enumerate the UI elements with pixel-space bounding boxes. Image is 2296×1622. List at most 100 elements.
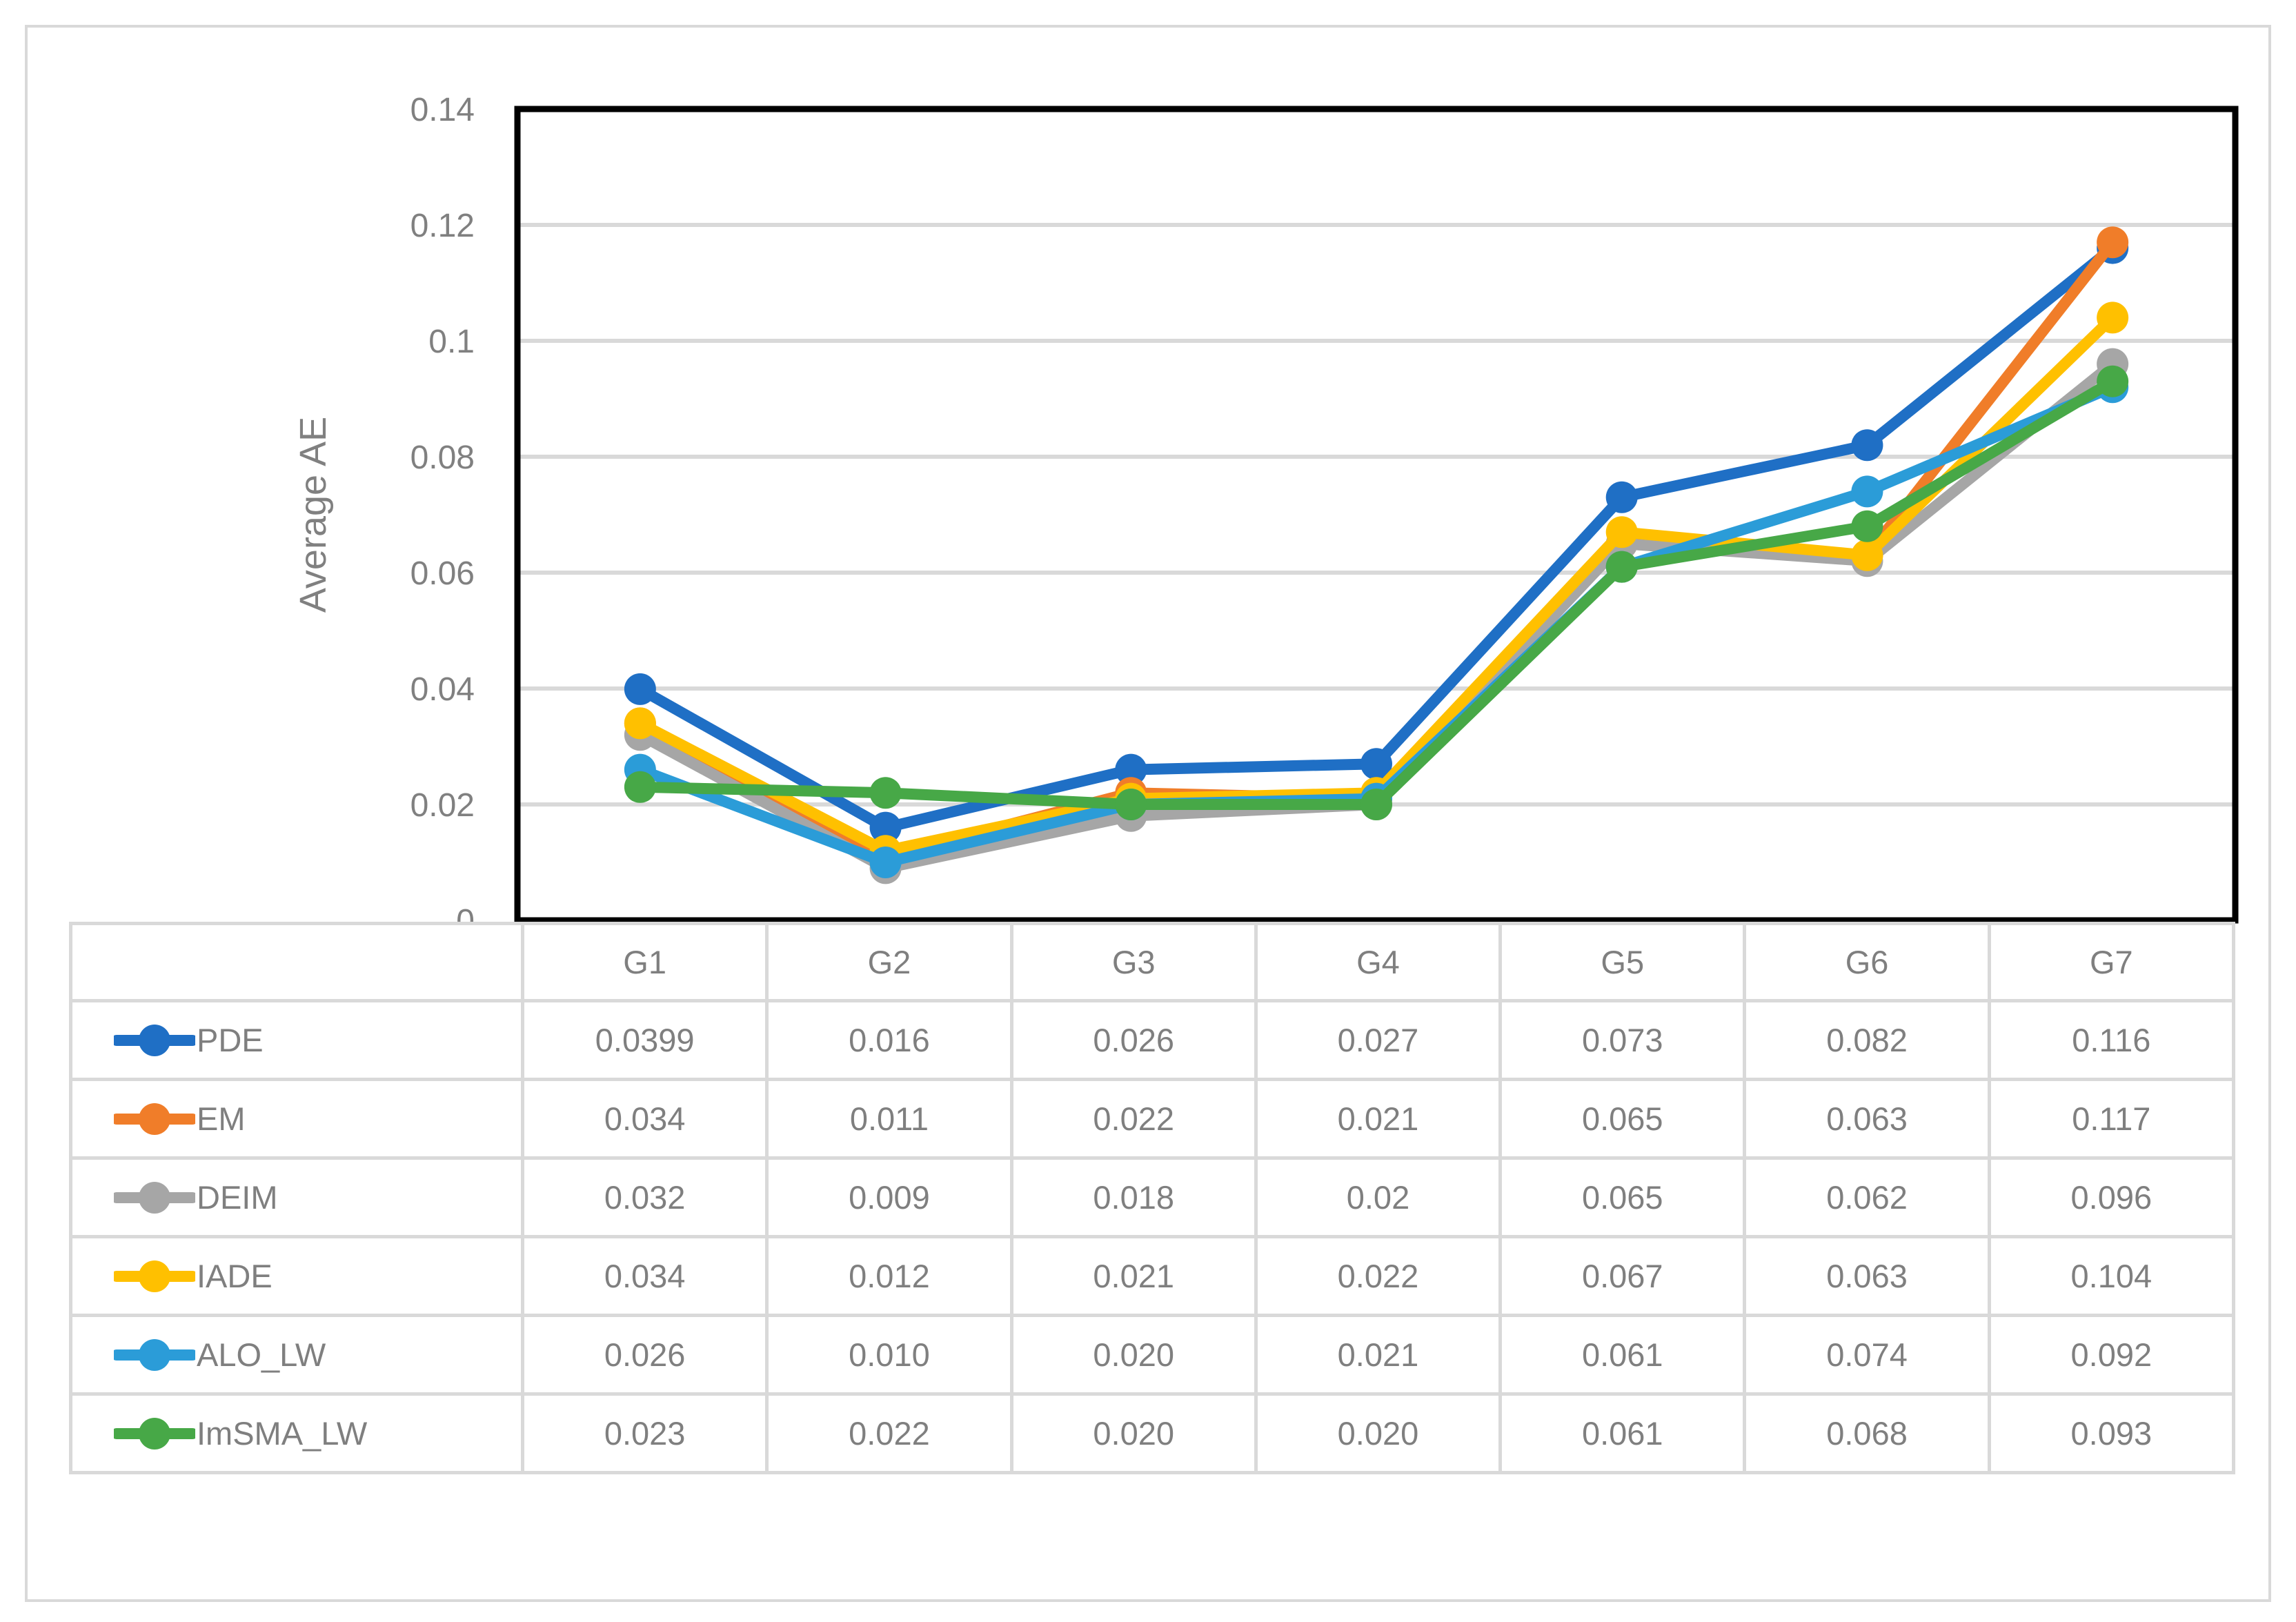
table-body: PDE 0.0399 0.016 0.026 0.027 0.073 0.082 0.116 E… bbox=[69, 999, 2236, 1474]
column-header-G3: G3 bbox=[1009, 922, 1258, 1002]
series-group bbox=[624, 226, 2129, 884]
y-axis-tick-labels: 00.020.040.060.080.10.120.14 bbox=[410, 92, 475, 940]
value-cell: 0.061 bbox=[1498, 1314, 1747, 1396]
value-cell: 0.063 bbox=[1743, 1078, 1991, 1160]
value-cell: 0.020 bbox=[1009, 1392, 1258, 1474]
value-cell: 0.023 bbox=[520, 1392, 769, 1474]
data-point-marker bbox=[1851, 539, 1883, 571]
legend-key: ImSMA_LW bbox=[75, 1413, 519, 1454]
value-cell: 0.061 bbox=[1498, 1392, 1747, 1474]
legend-cell-DEIM: DEIM bbox=[69, 1156, 524, 1238]
legend-cell-EM: EM bbox=[69, 1078, 524, 1160]
value-cell: 0.073 bbox=[1498, 999, 1747, 1081]
value-cell: 0.021 bbox=[1009, 1235, 1258, 1317]
y-tick-label: 0.04 bbox=[410, 671, 475, 708]
value-cell: 0.096 bbox=[1987, 1156, 2236, 1238]
legend-swatch-icon bbox=[114, 1024, 195, 1056]
data-point-marker bbox=[2097, 365, 2129, 397]
plot-area-border bbox=[514, 106, 2239, 924]
y-tick-label: 0.14 bbox=[410, 92, 475, 128]
gridlines bbox=[517, 223, 2235, 807]
data-point-marker bbox=[2097, 226, 2129, 259]
y-tick-label: 0.08 bbox=[410, 439, 475, 476]
data-point-marker bbox=[1851, 475, 1883, 508]
legend-label: IADE bbox=[197, 1258, 273, 1294]
value-cell: 0.067 bbox=[1498, 1235, 1747, 1317]
value-cell: 0.018 bbox=[1009, 1156, 1258, 1238]
series-IADE bbox=[624, 301, 2129, 867]
data-point-marker bbox=[1605, 551, 1638, 583]
table-row-IADE: IADE 0.034 0.012 0.021 0.022 0.067 0.063 0.104 bbox=[69, 1235, 2236, 1317]
data-point-marker bbox=[869, 811, 902, 844]
y-tick-label: 0.1 bbox=[428, 324, 475, 360]
table-header: G1 G2 G3 G4 G5 G6 G7 bbox=[69, 922, 2236, 1002]
value-cell: 0.026 bbox=[1009, 999, 1258, 1081]
legend-swatch-icon bbox=[114, 1338, 195, 1371]
data-point-marker bbox=[624, 673, 656, 705]
series-line bbox=[634, 375, 2119, 810]
legend-cell-ImSMA_LW: ImSMA_LW bbox=[69, 1392, 524, 1474]
value-cell: 0.012 bbox=[765, 1235, 1013, 1317]
value-cell: 0.022 bbox=[1254, 1235, 1503, 1317]
value-cell: 0.068 bbox=[1743, 1392, 1991, 1474]
legend-swatch-icon bbox=[114, 1181, 195, 1214]
value-cell: 0.010 bbox=[765, 1314, 1013, 1396]
legend-header-spacer bbox=[69, 922, 524, 1002]
legend-label: PDE bbox=[197, 1022, 264, 1058]
data-point-marker bbox=[1851, 510, 1883, 542]
y-tick-label: 0.12 bbox=[410, 208, 475, 244]
legend-key: IADE bbox=[75, 1256, 519, 1297]
legend-key: DEIM bbox=[75, 1177, 519, 1218]
value-cell: 0.032 bbox=[520, 1156, 769, 1238]
value-cell: 0.021 bbox=[1254, 1314, 1503, 1396]
value-cell: 0.074 bbox=[1743, 1314, 1991, 1396]
value-cell: 0.027 bbox=[1254, 999, 1503, 1081]
value-cell: 0.016 bbox=[765, 999, 1013, 1081]
column-header-G2: G2 bbox=[765, 922, 1013, 1002]
value-cell: 0.009 bbox=[765, 1156, 1013, 1238]
data-point-marker bbox=[869, 847, 902, 878]
y-tick-label: 0.06 bbox=[410, 555, 475, 592]
value-cell: 0.011 bbox=[765, 1078, 1013, 1160]
data-point-marker bbox=[1605, 516, 1638, 548]
value-cell: 0.062 bbox=[1743, 1156, 1991, 1238]
data-point-marker bbox=[1605, 481, 1638, 513]
table-row-EM: EM 0.034 0.011 0.022 0.021 0.065 0.063 0.117 bbox=[69, 1078, 2236, 1160]
legend-key: EM bbox=[75, 1098, 519, 1140]
value-cell: 0.026 bbox=[520, 1314, 769, 1396]
table-header-row: G1 G2 G3 G4 G5 G6 G7 bbox=[69, 922, 2236, 1002]
legend-key: ALO_LW bbox=[75, 1334, 519, 1376]
value-cell: 0.063 bbox=[1743, 1235, 1991, 1317]
value-cell: 0.0399 bbox=[520, 999, 769, 1081]
value-cell: 0.092 bbox=[1987, 1314, 2236, 1396]
value-cell: 0.02 bbox=[1254, 1156, 1503, 1238]
column-header-G4: G4 bbox=[1254, 922, 1503, 1002]
column-header-G1: G1 bbox=[520, 922, 769, 1002]
value-cell: 0.034 bbox=[520, 1235, 769, 1317]
y-axis-title: Average AE bbox=[293, 417, 334, 613]
data-point-marker bbox=[869, 777, 902, 809]
value-cell: 0.021 bbox=[1254, 1078, 1503, 1160]
legend-cell-PDE: PDE bbox=[69, 999, 524, 1081]
y-tick-label: 0.02 bbox=[410, 787, 475, 824]
value-cell: 0.022 bbox=[765, 1392, 1013, 1474]
table-row-DEIM: DEIM 0.032 0.009 0.018 0.02 0.065 0.062 0.096 bbox=[69, 1156, 2236, 1238]
column-header-G5: G5 bbox=[1498, 922, 1747, 1002]
legend-swatch-icon bbox=[114, 1417, 195, 1450]
value-cell: 0.065 bbox=[1498, 1078, 1747, 1160]
data-point-marker bbox=[2097, 301, 2129, 334]
legend-swatch-icon bbox=[114, 1260, 195, 1292]
value-cell: 0.104 bbox=[1987, 1235, 2236, 1317]
data-point-marker bbox=[1115, 753, 1147, 786]
value-cell: 0.020 bbox=[1254, 1392, 1503, 1474]
data-point-marker bbox=[1360, 748, 1392, 780]
series-ImSMA_LW bbox=[624, 365, 2129, 820]
data-point-marker bbox=[1360, 789, 1392, 820]
value-cell: 0.117 bbox=[1987, 1078, 2236, 1160]
value-cell: 0.093 bbox=[1987, 1392, 2236, 1474]
data-point-marker bbox=[624, 707, 656, 740]
legend-label: ImSMA_LW bbox=[197, 1415, 368, 1452]
table-row-ALO_LW: ALO_LW 0.026 0.010 0.020 0.021 0.061 0.074 0.09… bbox=[69, 1314, 2236, 1396]
